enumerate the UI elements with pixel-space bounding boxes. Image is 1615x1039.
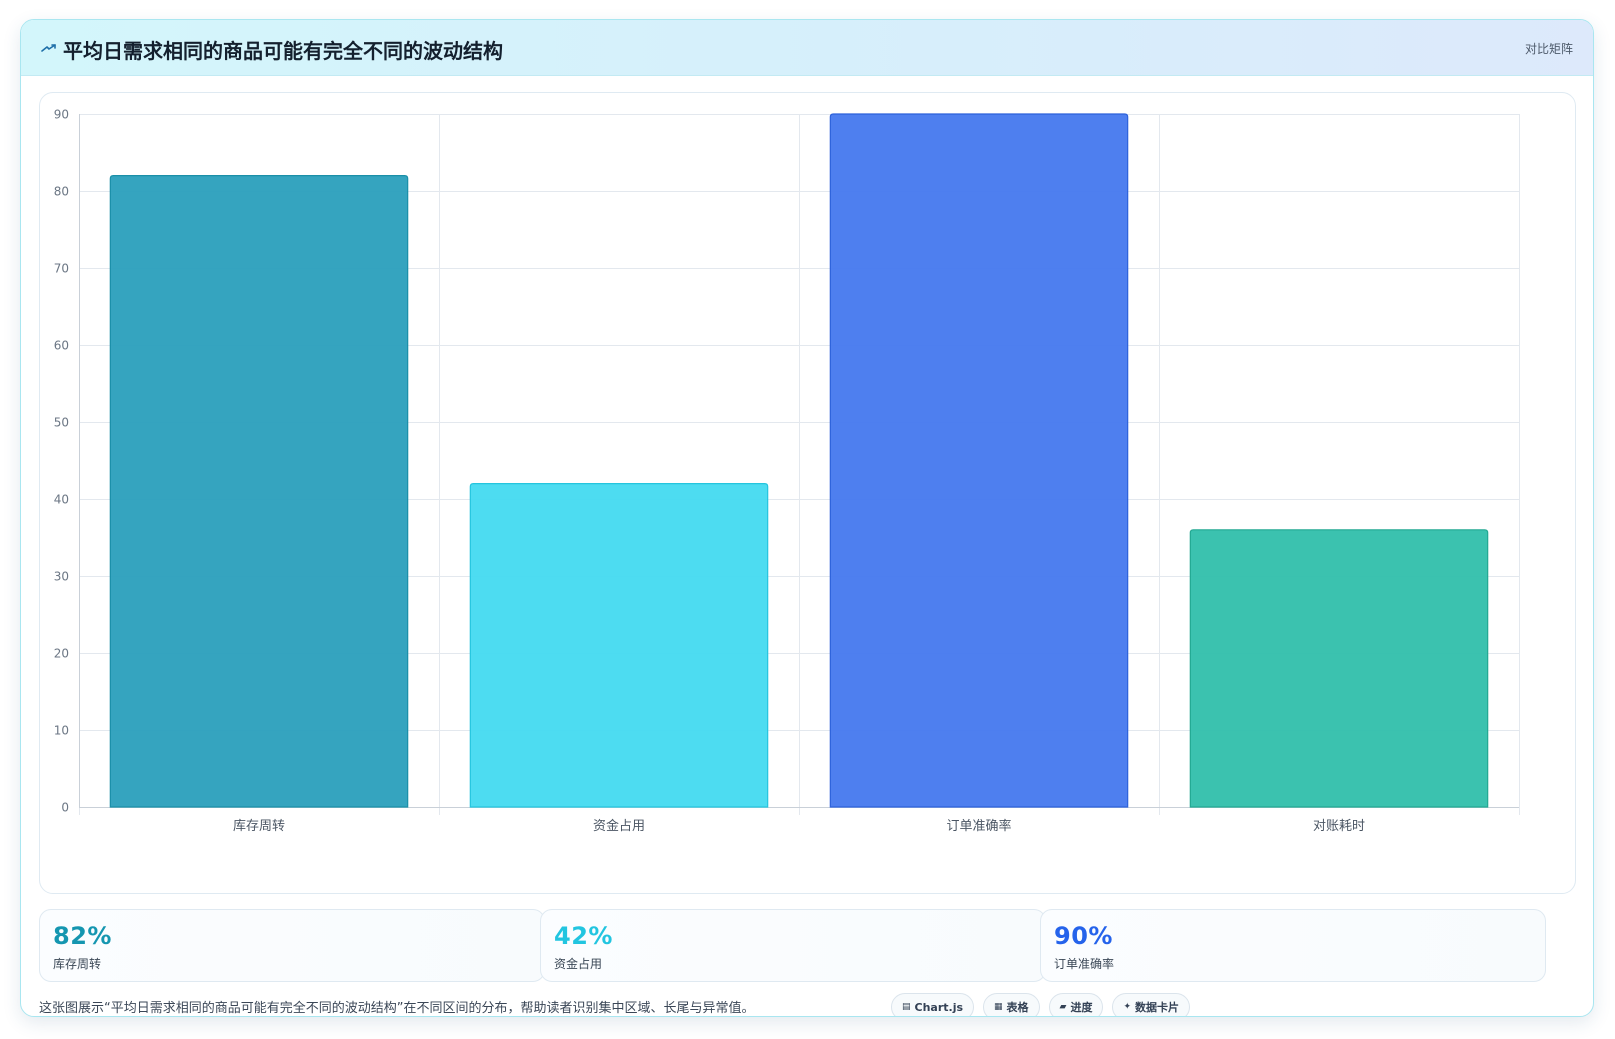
y-tick-label: 10 <box>54 724 69 738</box>
bar-4 <box>1189 529 1489 808</box>
y-tick-label: 90 <box>54 108 69 122</box>
bar-2 <box>469 483 769 808</box>
y-tick-label: 60 <box>54 339 69 353</box>
x-tick-label: 对账耗时 <box>1313 819 1365 834</box>
chip-table[interactable]: ▦ 表格 <box>983 993 1040 1016</box>
chart-panel: 0 10 20 30 40 50 60 70 80 90 库存周转 资金占用 订单准确率 对账耗时 <box>39 92 1576 894</box>
table-icon: ▦ <box>994 1002 1003 1012</box>
x-tick-label: 资金占用 <box>593 818 645 834</box>
stat-label: 库存周转 <box>53 957 102 971</box>
y-tick-label: 40 <box>54 493 69 507</box>
chip-progress[interactable]: ▰ 进度 <box>1048 993 1104 1016</box>
header-badge: 对比矩阵 <box>1524 42 1573 56</box>
stat-label: 资金占用 <box>554 957 603 971</box>
y-tick-label: 50 <box>54 416 69 430</box>
x-tick-label: 订单准确率 <box>946 818 1011 834</box>
chart-title: 平均日需求相同的商品可能有完全不同的波动结构 <box>63 39 503 63</box>
stat-value: 82% <box>53 922 112 950</box>
chip-chartjs[interactable]: ▤ Chart.js <box>891 993 975 1016</box>
x-tick-label: 库存周转 <box>233 818 285 834</box>
chip-label: Chart.js <box>914 1000 964 1014</box>
chip-label: 数据卡片 <box>1135 1001 1180 1014</box>
y-tick-label: 30 <box>54 570 69 584</box>
stat-value: 42% <box>554 922 613 950</box>
chart-icon: ▤ <box>902 1002 911 1012</box>
chip-data-card[interactable]: ✦ 数据卡片 <box>1112 993 1191 1016</box>
chip-label: 表格 <box>1006 1001 1029 1014</box>
progress-icon: ▰ <box>1059 1002 1067 1012</box>
card-header: 平均日需求相同的商品可能有完全不同的波动结构 对比矩阵 <box>21 20 1593 76</box>
y-tick-label: 0 <box>61 801 69 815</box>
bar-1 <box>109 175 409 808</box>
bar-chart: 0 10 20 30 40 50 60 70 80 90 库存周转 资金占用 订单准确率 对账耗时 <box>54 108 1520 834</box>
stat-card-capital-usage: 42% 资金占用 <box>540 909 1046 982</box>
chart-card: 平均日需求相同的商品可能有完全不同的波动结构 对比矩阵 0 10 20 30 40 50 6… <box>20 19 1594 1017</box>
bar-3 <box>829 113 1129 808</box>
chip-label: 进度 <box>1070 1001 1093 1014</box>
stat-value: 90% <box>1054 922 1113 950</box>
y-tick-label: 20 <box>54 647 69 661</box>
tag-chips: ▤ Chart.js ▦ 表格 ▰ 进度 ✦ 数据卡片 <box>891 993 1191 1016</box>
sparkle-icon: ✦ <box>1123 1002 1132 1012</box>
chart-caption: 这张图展示“平均日需求相同的商品可能有完全不同的波动结构”在不同区间的分布，帮助… <box>39 1001 755 1016</box>
y-tick-label: 70 <box>54 262 69 276</box>
stat-card-order-accuracy: 90% 订单准确率 <box>1040 909 1546 982</box>
y-tick-label: 80 <box>54 185 69 199</box>
stat-label: 订单准确率 <box>1054 957 1115 971</box>
trend-line-icon <box>41 44 56 52</box>
stat-card-inventory-turnover: 82% 库存周转 <box>39 909 545 982</box>
